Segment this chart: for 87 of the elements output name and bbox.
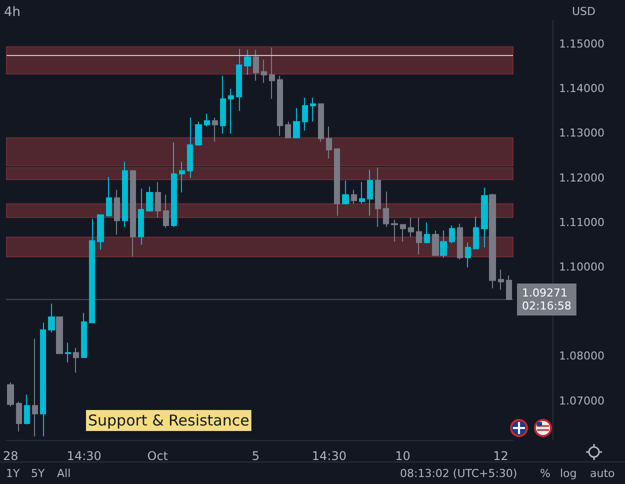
candlestick [114, 189, 120, 235]
candlestick [375, 167, 381, 228]
text: 08:13:02 (UTC+5:30) [400, 467, 518, 480]
candlestick [244, 49, 251, 76]
y-tick-label: 1.15000 [559, 38, 604, 51]
candlestick [106, 176, 112, 218]
candlestick [163, 194, 169, 228]
candlestick [408, 217, 414, 238]
candlestick [261, 59, 267, 84]
candlestick [195, 121, 202, 146]
candlestick [220, 75, 226, 134]
candlestick [212, 117, 218, 142]
x-tick-label: Oct [147, 449, 168, 463]
candlestick [481, 187, 488, 248]
y-tick-label: 1.07000 [559, 394, 604, 408]
candlestick [449, 225, 455, 244]
candlestick [56, 316, 63, 354]
candlestick [48, 303, 55, 334]
candlestick [81, 312, 87, 358]
candlestick [326, 126, 332, 160]
candlestick [367, 169, 373, 216]
candlestick [138, 188, 144, 246]
candlestick [310, 97, 316, 122]
candlestick [334, 148, 340, 216]
candlestick [130, 170, 136, 258]
candlestick [400, 224, 406, 242]
candlestick [277, 75, 283, 136]
candlestick [32, 338, 38, 437]
candlestick [498, 269, 504, 290]
candlestick [432, 230, 439, 256]
annotation: Support & Resistance [88, 412, 250, 430]
candlestick [122, 161, 128, 228]
candlestick [269, 47, 275, 100]
x-tick-label: 10 [395, 449, 410, 463]
candlestick [73, 347, 79, 374]
x-tick-label: 12 [493, 449, 508, 463]
text: 1Y [6, 467, 20, 480]
candlestick [65, 342, 71, 363]
candlestick [253, 49, 259, 82]
text: auto [590, 467, 616, 480]
text: 5Y [31, 467, 45, 480]
candlestick [391, 219, 398, 242]
candlestick [146, 186, 153, 212]
candlestick [318, 103, 324, 142]
x-tick-label: 14:30 [66, 449, 102, 463]
candlestick [457, 223, 463, 260]
candlestick [187, 117, 193, 178]
x-tick-label: 28 [2, 449, 18, 463]
candlestick [351, 189, 357, 204]
candlestick [228, 88, 234, 134]
chart-title: 4h [4, 5, 21, 20]
candlestick [236, 48, 242, 112]
candlestick [204, 113, 210, 128]
y-tick-label: 1.11000 [559, 216, 604, 229]
candlestick [342, 180, 349, 204]
text: log [560, 467, 577, 480]
candlestick [40, 322, 46, 437]
text: All [57, 467, 71, 480]
candlestick [179, 161, 185, 194]
y-tick-label: 1.13000 [559, 126, 604, 140]
candlestick [473, 216, 479, 250]
x-tick-label: 14:30 [312, 449, 346, 463]
candlestick [424, 222, 430, 243]
candlestick [293, 107, 300, 138]
candlestick [16, 401, 22, 432]
candlestick [465, 242, 471, 268]
text: % [540, 467, 550, 480]
y-tick-label: 1.10000 [559, 260, 604, 274]
candlestick [440, 230, 447, 258]
y-tick-label: 1.12000 [559, 171, 604, 184]
candlestick [416, 217, 422, 256]
candlestick [97, 214, 104, 250]
y-tick-label: 1.14000 [559, 82, 604, 96]
ref-line-label: 1.09271 02:16:58 [522, 286, 572, 313]
x-tick-label: 5 [252, 449, 260, 463]
candlestick [24, 394, 30, 425]
candlestick [489, 193, 496, 289]
y-axis-title: USD [572, 5, 596, 18]
candlestick [285, 121, 291, 138]
candlestick [302, 97, 308, 132]
candlestick [171, 142, 177, 228]
candlestick [7, 382, 14, 408]
y-tick-label: 1.08000 [559, 350, 604, 363]
candlestick [383, 191, 389, 228]
candlestick [155, 181, 161, 218]
candlestick [89, 218, 95, 324]
candlestick [359, 181, 365, 204]
